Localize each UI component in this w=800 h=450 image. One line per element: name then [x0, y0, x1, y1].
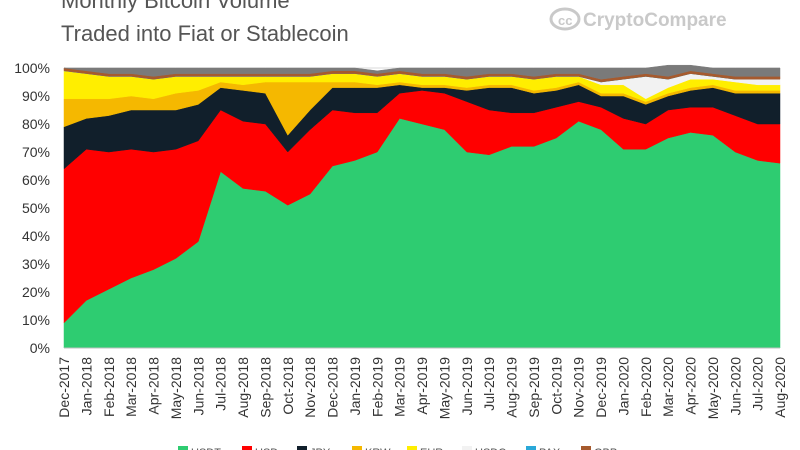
- x-tick-label: Dec-2017: [56, 357, 72, 418]
- x-tick-label: Nov-2019: [571, 357, 587, 418]
- y-tick-label: 20%: [22, 284, 50, 300]
- x-tick-label: Feb-2020: [638, 357, 654, 417]
- x-tick-label: Feb-2019: [369, 357, 385, 417]
- x-tick-label: Sep-2018: [257, 357, 273, 418]
- legend-swatch: [407, 446, 417, 450]
- legend-label: USD: [255, 447, 278, 450]
- legend-swatch: [352, 446, 362, 450]
- x-tick-label: Jul-2020: [750, 357, 766, 411]
- x-tick-label: May-2019: [436, 357, 452, 419]
- plot-area: [63, 64, 781, 349]
- y-tick-label: 70%: [22, 144, 50, 160]
- legend: USDT USD JPY KRW EUR USDC PAX GBP: [178, 446, 617, 450]
- legend-item-gbp: GBP: [581, 446, 617, 450]
- x-tick-label: Jun-2018: [190, 357, 206, 416]
- y-tick-label: 50%: [22, 200, 50, 216]
- legend-item-usd: USD: [242, 446, 278, 450]
- x-tick-label: Jun-2020: [727, 357, 743, 416]
- legend-swatch: [526, 446, 536, 450]
- x-tick-label: Aug-2019: [504, 357, 520, 418]
- y-tick-label: 40%: [22, 228, 50, 244]
- x-tick-label: Oct-2019: [548, 357, 564, 415]
- y-tick-label: 90%: [22, 88, 50, 104]
- legend-label: GBP: [594, 447, 617, 450]
- y-axis: 0% 10% 20% 30% 40% 50% 60% 70% 80% 90% 100%: [14, 60, 50, 356]
- y-tick-label: 100%: [14, 60, 50, 76]
- legend-item-usdc: USDC: [462, 446, 506, 450]
- x-tick-label: Dec-2018: [325, 357, 341, 418]
- y-tick-label: 10%: [22, 312, 50, 328]
- x-tick-label: Mar-2018: [123, 357, 139, 417]
- x-tick-label: Jan-2018: [78, 357, 94, 416]
- legend-label: KRW: [365, 447, 391, 450]
- x-tick-label: Jan-2019: [347, 357, 363, 416]
- legend-swatch: [462, 446, 472, 450]
- y-tick-label: 0%: [30, 340, 50, 356]
- x-tick-label: Aug-2020: [772, 357, 788, 418]
- x-tick-label: Dec-2019: [593, 357, 609, 418]
- cryptocompare-logo-icon: cc: [549, 7, 581, 31]
- legend-item-pax: PAX: [526, 446, 561, 450]
- x-tick-label: Jun-2019: [459, 357, 475, 416]
- y-tick-label: 80%: [22, 116, 50, 132]
- brand-logo: cc CryptoCompare: [549, 7, 727, 31]
- x-tick-label: Nov-2018: [302, 357, 318, 418]
- x-tick-label: Jan-2020: [615, 357, 631, 416]
- legend-label: EUR: [420, 447, 443, 450]
- x-tick-label: Apr-2018: [146, 357, 162, 415]
- x-tick-label: Apr-2020: [683, 357, 699, 415]
- x-tick-label: Apr-2019: [414, 357, 430, 415]
- legend-label: USDC: [475, 447, 506, 450]
- chart-subtitle: Traded into Fiat or Stablecoin: [61, 21, 349, 46]
- legend-swatch: [297, 446, 307, 450]
- legend-label: JPY: [310, 447, 331, 450]
- x-tick-label: Jul-2019: [481, 357, 497, 411]
- x-tick-label: May-2020: [705, 357, 721, 419]
- x-tick-label: Sep-2019: [526, 357, 542, 418]
- y-tick-label: 60%: [22, 172, 50, 188]
- legend-item-usdt: USDT: [178, 446, 221, 450]
- svg-text:cc: cc: [558, 13, 572, 28]
- legend-swatch: [242, 446, 252, 450]
- y-tick-label: 30%: [22, 256, 50, 272]
- x-axis: Dec-2017 Jan-2018 Feb-2018 Mar-2018 Apr-2018…: [56, 347, 788, 419]
- area-series-8: [63, 64, 781, 80]
- legend-item-eur: EUR: [407, 446, 443, 450]
- legend-item-krw: KRW: [352, 446, 391, 450]
- x-tick-label: Jul-2018: [213, 357, 229, 411]
- x-tick-label: Oct-2018: [280, 357, 296, 415]
- legend-item-jpy: JPY: [297, 446, 331, 450]
- legend-label: PAX: [539, 447, 561, 450]
- x-tick-label: Mar-2020: [660, 357, 676, 417]
- x-tick-label: Aug-2018: [235, 357, 251, 418]
- legend-label: USDT: [191, 447, 221, 450]
- legend-swatch: [581, 446, 591, 450]
- x-tick-label: May-2018: [168, 357, 184, 419]
- x-tick-label: Feb-2018: [101, 357, 117, 417]
- chart-title: Monthly Bitcoin Volume: [61, 0, 290, 13]
- legend-swatch: [178, 446, 188, 450]
- brand-name: CryptoCompare: [583, 10, 727, 31]
- x-tick-label: Mar-2019: [392, 357, 408, 417]
